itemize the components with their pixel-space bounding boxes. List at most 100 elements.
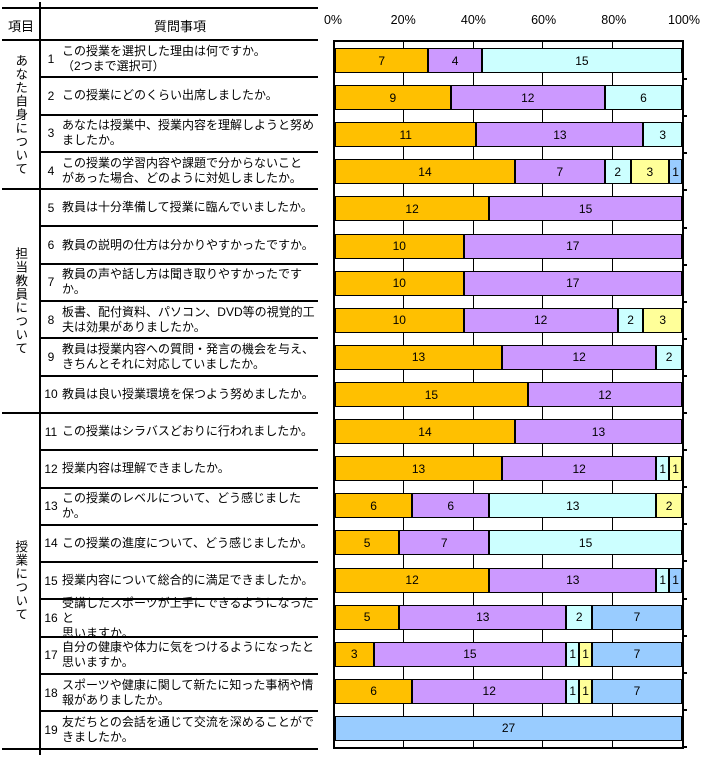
bar-row: 14 13	[335, 419, 682, 445]
bar-row: 12 15	[335, 196, 682, 222]
bar-segment-value: 1	[569, 647, 577, 662]
bar-segment: 12	[335, 196, 490, 222]
bar-segment-value: 1	[659, 461, 667, 476]
bar-row: 6 6 13 2	[335, 493, 682, 519]
bar-segment: 15	[489, 196, 682, 222]
bar-segment-value: 3	[350, 647, 358, 662]
row-separator-line	[40, 225, 318, 228]
row-separator-line	[40, 486, 318, 489]
bar-segment-value: 11	[399, 127, 412, 142]
question-text: この授業の進度について、どう感じましたか。	[62, 535, 313, 550]
bar-segment: 6	[412, 493, 490, 519]
bar-segment-value: 1	[672, 164, 679, 179]
bar-segment-value: 7	[556, 164, 564, 179]
question-text: この授業の学習内容や課題で分からないこと があった場合、どのように対処しましたか…	[62, 155, 303, 185]
bar-segment: 15	[373, 641, 567, 667]
row-separator-line	[40, 337, 318, 340]
bar-row: 6 12 1 1 7	[335, 678, 682, 704]
bar-segment-value: 2	[665, 350, 673, 365]
row-separator-line	[40, 598, 318, 601]
bar-segment: 15	[489, 530, 682, 556]
question-text: この授業はシラバスどおりに行われましたか。	[62, 424, 314, 439]
bar-row: 10 17	[335, 270, 682, 296]
bar-segment-value: 10	[392, 276, 406, 291]
question-number: 11	[44, 424, 58, 439]
question-row: 11 この授業はシラバスどおりに行われましたか。	[42, 413, 318, 450]
question-number: 14	[44, 536, 58, 551]
category-tick	[682, 374, 687, 377]
bar-segment: 14	[335, 419, 515, 445]
bar-segment: 12	[412, 678, 567, 704]
question-number: 5	[47, 200, 55, 215]
group-separator-line	[2, 411, 318, 414]
bar-segment: 1	[669, 567, 682, 593]
question-number: 12	[44, 461, 58, 476]
bar-segment-value: 3	[659, 127, 667, 142]
question-number: 13	[44, 499, 58, 514]
bar-segment: 3	[335, 641, 374, 667]
question-row: 16 受講したスポーツが上手にできるようになったと 思いますか。	[42, 596, 318, 640]
question-text: この授業にどのくらい出席しましたか。	[62, 88, 278, 103]
question-number: 2	[47, 88, 55, 103]
bar-row: 3 15 1 1 7	[335, 641, 682, 667]
question-text: あなたは授業中、授業内容を理解しようと努め ましたか。	[62, 118, 315, 148]
bar-segment: 1	[566, 641, 580, 667]
question-text: 友だちとの会話を通じて交流を深めることがで きましたか。	[62, 714, 314, 744]
bar-segment: 2	[656, 493, 682, 519]
category-tick	[682, 523, 687, 526]
bar-segment-value: 1	[672, 461, 679, 476]
row-separator-line	[40, 262, 318, 265]
bar-row: 13 12 2	[335, 344, 682, 370]
bar-segment-value: 13	[553, 127, 567, 142]
category-label: 授業について	[13, 540, 28, 622]
column-header-question: 質問事項	[42, 10, 318, 40]
column-divider-line	[39, 2, 41, 755]
question-number: 18	[44, 685, 58, 700]
bar-segment: 1	[566, 678, 580, 704]
column-header-item: 項目	[2, 10, 40, 40]
bar-segment: 10	[335, 307, 464, 333]
category-label: 担当教員について	[13, 247, 28, 356]
question-text: この授業のレベルについて、どう感じましたか。	[62, 491, 302, 521]
bar-segment-value: 15	[575, 53, 589, 68]
question-row: 13 この授業のレベルについて、どう感じましたか。	[42, 488, 318, 525]
bar-segment-value: 2	[614, 164, 622, 179]
question-row: 7 教員の声や話し方は聞き取りやすかったですか。	[42, 264, 318, 301]
bar-segment: 11	[335, 122, 477, 148]
bar-segment-value: 6	[640, 90, 647, 105]
row-separator-line	[40, 449, 318, 452]
bar-row: 10 12 2 3	[335, 307, 682, 333]
bar-segment-value: 6	[370, 498, 377, 513]
category-tick	[682, 115, 687, 118]
group-separator-line	[2, 747, 318, 750]
bar-segment: 1	[579, 678, 593, 704]
question-row: 18 スポーツや健康に関して新たに知った事柄や情 報がありましたか。	[42, 674, 318, 711]
bar-segment: 3	[643, 307, 682, 333]
bar-segment-value: 4	[451, 53, 459, 68]
category-label: あなた自身について	[13, 53, 28, 176]
question-row: 17 自分の健康や体力に気をつけるようになったと 思いますか。	[42, 637, 318, 674]
bar-segment-value: 6	[370, 684, 377, 699]
bar-segment: 7	[592, 604, 682, 630]
bar-row: 10 17	[335, 233, 682, 259]
question-text: 受講したスポーツが上手にできるようになったと 思いますか。	[62, 595, 314, 640]
bar-segment: 2	[566, 604, 593, 630]
bar-segment: 1	[669, 159, 682, 185]
bar-segment: 12	[527, 382, 682, 407]
bar-segment-value: 12	[598, 387, 612, 402]
question-number: 15	[44, 573, 58, 588]
bar-row: 5 13 2 7	[335, 604, 682, 630]
question-text: 教員の説明の仕方は分かりやすかったですか。	[62, 237, 314, 252]
bar-segment: 13	[399, 604, 567, 630]
bar-segment: 6	[335, 493, 413, 519]
bar-segment-value: 12	[572, 350, 586, 365]
axis-tick-label: 60%	[531, 13, 557, 27]
bar-segment: 1	[656, 567, 670, 593]
bar-segment-value: 14	[418, 424, 432, 439]
question-row: 1 この授業を選択した理由は何ですか。 （2つまで選択可）	[42, 40, 318, 77]
question-row: 3 あなたは授業中、授業内容を理解しようと努め ましたか。	[42, 115, 318, 152]
bar-segment-value: 10	[392, 239, 406, 254]
question-number: 7	[47, 275, 55, 290]
bar-segment: 6	[604, 85, 682, 111]
bar-segment: 7	[335, 48, 429, 74]
